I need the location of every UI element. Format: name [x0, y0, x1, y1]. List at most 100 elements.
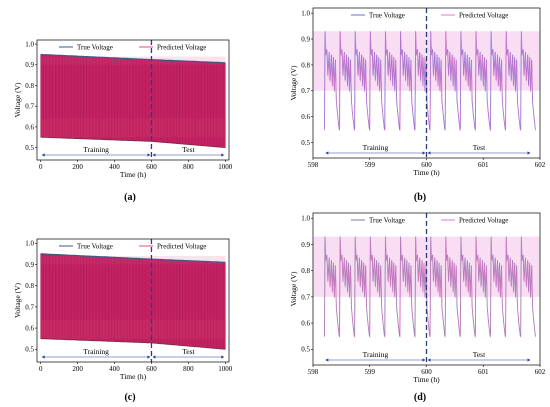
y-tick-label: 0.8 — [25, 282, 34, 290]
y-tick-label: 0.7 — [301, 87, 310, 95]
predicted-voltage-cycle — [444, 237, 461, 338]
panel-label: (d) — [414, 392, 426, 403]
predicted-voltage-cycle — [475, 237, 491, 338]
legend: True Voltage Predicted Voltage — [59, 243, 206, 251]
panel-label: (a) — [124, 192, 136, 203]
y-tick-label: 0.7 — [25, 103, 34, 111]
test-span-arrow-head-left — [427, 358, 431, 362]
y-tick-label: 0.6 — [301, 319, 310, 327]
predicted-voltage-cycle — [444, 32, 461, 131]
plot-area — [40, 53, 226, 148]
x-tick-label: 602 — [535, 368, 546, 376]
y-tick-label: 0.9 — [301, 35, 310, 43]
x-axis-label: Time (h) — [413, 375, 440, 384]
training-label: Training — [83, 347, 109, 356]
x-tick-label: 400 — [109, 365, 120, 373]
predicted-voltage-cycle — [339, 32, 355, 131]
chart-panel-4: 0.5 0.6 0.7 0.8 0.9 1.0 598 599 600 601 602 Time (h… — [289, 212, 546, 403]
x-tick-label: 800 — [183, 163, 194, 171]
x-tick-label: 600 — [146, 365, 157, 373]
x-tick-label: 601 — [478, 368, 489, 376]
test-span-arrow-head-right — [221, 153, 225, 157]
test-label: Test — [473, 350, 486, 359]
x-tick-label: 601 — [478, 161, 489, 169]
training-span-arrow-head-right — [147, 153, 151, 157]
x-tick-label: 598 — [308, 368, 319, 376]
predicted-voltage-cycle — [399, 32, 416, 131]
test-span-arrow-head-right — [527, 151, 531, 155]
training-span-arrow-head-left — [325, 151, 329, 155]
legend-label-true: True Voltage — [369, 12, 405, 20]
y-tick-label: 1.0 — [25, 240, 34, 248]
chart-panel-2: 0.5 0.6 0.7 0.8 0.9 1.0 598 599 600 601 602 Time (h… — [289, 7, 546, 203]
y-tick-label: 1.0 — [25, 41, 34, 49]
x-tick-label: 1000 — [218, 365, 233, 373]
legend-label-predicted: Predicted Voltage — [459, 217, 508, 225]
predicted-voltage-cycle — [429, 32, 446, 131]
y-tick-label: 0.5 — [301, 346, 310, 354]
predicted-voltage-cycle — [324, 32, 340, 131]
axes-frame — [36, 39, 230, 161]
predicted-voltage-cycle — [354, 237, 370, 338]
legend-label-predicted: Predicted Voltage — [459, 12, 508, 20]
legend: True Voltage Predicted Voltage — [351, 217, 508, 225]
legend: True Voltage Predicted Voltage — [351, 12, 508, 20]
x-tick-label: 600 — [421, 368, 432, 376]
test-span-arrow-head-left — [152, 355, 156, 359]
x-tick-label: 200 — [72, 163, 83, 171]
predicted-voltage-cycle — [490, 32, 506, 131]
training-label: Training — [363, 350, 389, 359]
panel-label: (b) — [414, 192, 426, 203]
y-tick-label: 0.6 — [25, 123, 34, 131]
legend-label-true: True Voltage — [369, 217, 405, 225]
predicted-voltage-cycle — [324, 237, 340, 338]
true-voltage-upper-line — [40, 253, 226, 263]
y-tick-label: 0.5 — [25, 346, 34, 354]
x-axis-label: Time (h) — [120, 372, 147, 381]
training-span-arrow-head-right — [422, 151, 426, 155]
predicted-voltage-cycle — [384, 32, 401, 131]
x-tick-label: 599 — [365, 368, 376, 376]
test-span-arrow-head-right — [221, 355, 225, 359]
test-label: Test — [182, 145, 195, 154]
y-tick-label: 0.9 — [25, 261, 34, 269]
test-label: Test — [182, 347, 195, 356]
chart-panel-3: 0.5 0.6 0.7 0.8 0.9 1.0 0 200 400 600 800 1000 Time … — [13, 238, 233, 403]
x-tick-label: 1000 — [218, 163, 233, 171]
y-tick-label: 0.8 — [301, 267, 310, 275]
x-tick-label: 800 — [183, 365, 194, 373]
y-tick-label: 0.5 — [25, 144, 34, 152]
y-tick-label: 1.0 — [301, 10, 310, 18]
predicted-voltage-cycle — [429, 237, 446, 338]
y-tick-label: 0.6 — [25, 324, 34, 332]
legend-label-predicted: Predicted Voltage — [157, 44, 206, 52]
predicted-voltage-cycle — [399, 237, 416, 338]
test-span-arrow-head-right — [527, 358, 531, 362]
training-span-arrow-head-left — [325, 358, 329, 362]
predicted-voltage-cycle — [505, 32, 521, 131]
predicted-voltage-cycle — [369, 237, 386, 338]
x-tick-label: 600 — [421, 161, 432, 169]
test-span-arrow-head-left — [427, 151, 431, 155]
y-tick-label: 0.5 — [301, 139, 310, 147]
predicted-voltage-cycle — [475, 32, 491, 131]
legend-label-true: True Voltage — [77, 44, 113, 52]
panel-label: (c) — [124, 392, 135, 403]
x-tick-label: 599 — [365, 161, 376, 169]
axes-frame — [36, 238, 230, 363]
y-axis-label: Voltage (V) — [289, 271, 298, 307]
training-label: Training — [363, 143, 389, 152]
x-tick-label: 602 — [535, 161, 546, 169]
test-label: Test — [473, 143, 486, 152]
y-tick-label: 0.9 — [301, 241, 310, 249]
training-span-arrow-head-left — [41, 153, 45, 157]
predicted-voltage-cycle — [354, 32, 370, 131]
x-tick-label: 0 — [39, 365, 43, 373]
y-tick-label: 0.9 — [25, 61, 34, 69]
test-span-arrow-head-left — [152, 153, 156, 157]
x-tick-label: 600 — [146, 163, 157, 171]
training-span-arrow-head-right — [422, 358, 426, 362]
predicted-voltage-cycle — [339, 237, 355, 338]
legend: True Voltage Predicted Voltage — [59, 44, 206, 52]
